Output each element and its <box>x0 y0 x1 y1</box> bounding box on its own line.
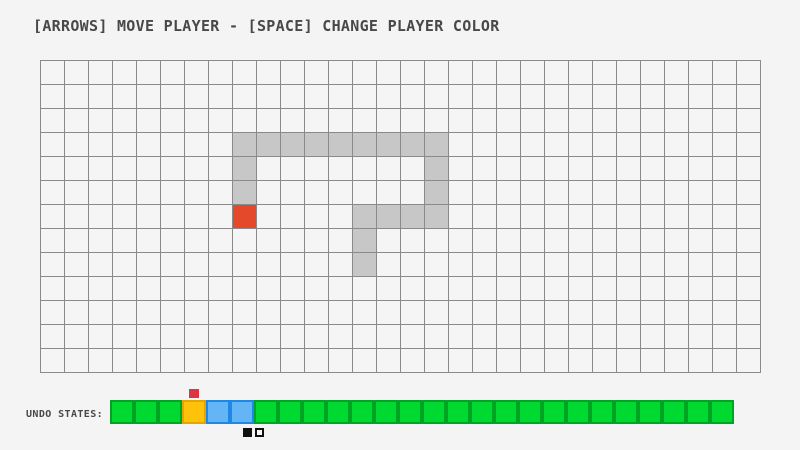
trail-cell <box>425 133 448 156</box>
trail-cell <box>353 205 376 228</box>
undo-states-label: UNDO STATES: <box>26 409 104 420</box>
trail-cell <box>329 133 352 156</box>
trail-cell <box>401 133 424 156</box>
undo-state-cell <box>614 400 638 424</box>
undo-state-cell <box>230 400 254 424</box>
trail-cell <box>233 181 256 204</box>
trail-cell <box>305 133 328 156</box>
undo-state-cell <box>494 400 518 424</box>
undo-state-cell <box>110 400 134 424</box>
trail-cell <box>425 205 448 228</box>
trail-cell <box>233 133 256 156</box>
trail-cell <box>377 133 400 156</box>
cursor-white-square-icon <box>255 428 264 437</box>
undo-state-cell <box>326 400 350 424</box>
trail-cell <box>353 229 376 252</box>
undo-state-cell <box>566 400 590 424</box>
undo-state-cell <box>542 400 566 424</box>
undo-state-cell <box>662 400 686 424</box>
player-cell <box>233 205 256 228</box>
undo-state-cell <box>182 400 206 424</box>
trail-cell <box>425 181 448 204</box>
trail-cell <box>425 157 448 180</box>
undo-state-cell <box>638 400 662 424</box>
undo-state-cell <box>518 400 542 424</box>
undo-state-cell <box>254 400 278 424</box>
undo-state-cell <box>158 400 182 424</box>
current-state-marker-icon <box>189 389 199 398</box>
trail-cell <box>353 133 376 156</box>
undo-state-cell <box>134 400 158 424</box>
cursor-black-square-icon <box>243 428 252 437</box>
undo-state-cell <box>590 400 614 424</box>
trail-cell <box>233 157 256 180</box>
trail-cell <box>281 133 304 156</box>
undo-state-cell <box>350 400 374 424</box>
undo-state-cell <box>710 400 734 424</box>
undo-state-cell <box>422 400 446 424</box>
undo-state-cell <box>398 400 422 424</box>
trail-cell <box>257 133 280 156</box>
undo-state-cell <box>686 400 710 424</box>
undo-states-bar <box>110 400 734 424</box>
undo-state-cell <box>374 400 398 424</box>
trail-cell <box>377 205 400 228</box>
undo-state-cell <box>446 400 470 424</box>
undo-state-cell <box>302 400 326 424</box>
undo-state-cell <box>206 400 230 424</box>
trail-cell <box>353 253 376 276</box>
trail-cell <box>401 205 424 228</box>
undo-state-cell <box>278 400 302 424</box>
undo-state-cell <box>470 400 494 424</box>
instructions-title: [ARROWS] MOVE PLAYER - [SPACE] CHANGE PL… <box>33 17 500 35</box>
game-board[interactable] <box>40 60 761 373</box>
